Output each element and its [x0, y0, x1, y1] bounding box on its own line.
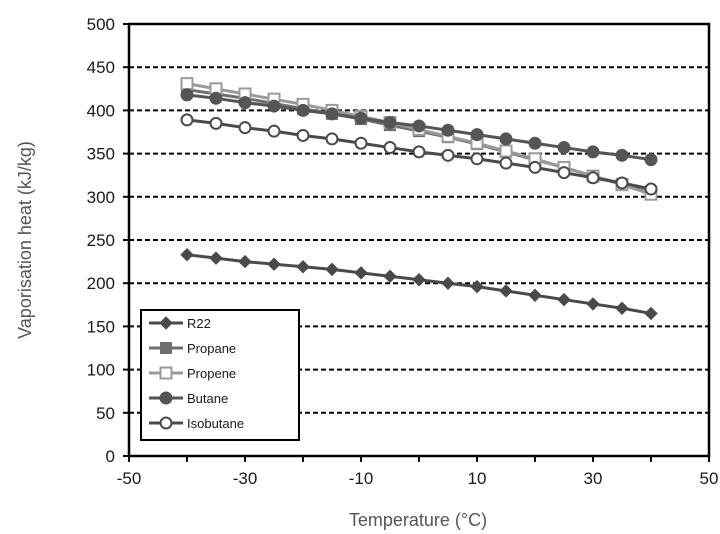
y-tick-label: 0 — [106, 447, 115, 466]
point-r22 — [296, 260, 310, 274]
point-butane — [209, 91, 223, 105]
legend-label: Propene — [187, 366, 236, 381]
point-butane — [528, 136, 542, 150]
point-r22 — [528, 288, 542, 303]
legend-item-isobutane: Isobutane — [149, 416, 244, 431]
x-tick-label: -30 — [233, 469, 258, 488]
point-isobutane — [644, 182, 658, 196]
point-r22 — [267, 257, 281, 271]
y-tick-label: 150 — [87, 317, 115, 336]
point-butane — [296, 103, 310, 117]
series-isobutane — [180, 113, 658, 196]
series-propene — [180, 77, 658, 201]
point-isobutane — [586, 171, 600, 185]
point-r22 — [586, 297, 600, 311]
legend-item-propane: Propane — [149, 341, 236, 356]
plot-frame — [123, 22, 711, 462]
y-tick-label: 350 — [87, 145, 115, 164]
point-r22 — [441, 276, 455, 290]
x-tick-label: -50 — [117, 469, 142, 488]
y-tick-label: 200 — [87, 274, 115, 293]
legend-item-butane: Butane — [149, 391, 228, 406]
legend-marker — [160, 342, 172, 354]
x-tick-label: 10 — [468, 469, 487, 488]
legend-label: Isobutane — [187, 416, 244, 431]
x-axis-label: Temperature (°C) — [349, 510, 487, 530]
point-isobutane — [470, 152, 484, 166]
point-r22 — [325, 262, 339, 277]
y-tick-label: 50 — [96, 404, 115, 423]
point-r22 — [238, 254, 252, 269]
y-tick-label: 500 — [87, 15, 115, 34]
point-isobutane — [209, 116, 223, 130]
point-isobutane — [354, 136, 368, 150]
point-butane — [644, 153, 658, 167]
legend-label: Butane — [187, 391, 228, 406]
point-isobutane — [296, 128, 310, 142]
x-tick-label: -10 — [349, 469, 374, 488]
legend-label: Propane — [187, 341, 236, 356]
point-propene — [499, 144, 513, 158]
legend-marker — [159, 391, 173, 405]
legend-marker — [159, 316, 173, 330]
legend-label: R22 — [187, 316, 211, 331]
y-tick-label: 300 — [87, 188, 115, 207]
point-isobutane — [180, 113, 194, 127]
y-tick-label: 400 — [87, 101, 115, 120]
point-isobutane — [383, 141, 397, 155]
x-tick-label: 30 — [584, 469, 603, 488]
point-butane — [180, 88, 194, 102]
legend-marker — [159, 366, 173, 380]
series-layer — [180, 77, 658, 321]
legend-item-r22: R22 — [149, 316, 211, 331]
point-r22 — [644, 306, 658, 321]
point-r22 — [209, 251, 223, 265]
point-r22 — [383, 269, 397, 283]
point-isobutane — [499, 156, 513, 170]
x-tick-label: 50 — [700, 469, 719, 488]
legend-marker — [159, 416, 173, 430]
point-butane — [383, 115, 397, 129]
point-isobutane — [441, 148, 455, 162]
series-propane — [181, 83, 657, 200]
point-isobutane — [267, 124, 281, 138]
y-tick-label: 250 — [87, 231, 115, 250]
y-axis-label: Vaporisation heat (kJ/kg) — [15, 141, 35, 339]
point-isobutane — [325, 132, 339, 146]
point-isobutane — [412, 145, 426, 159]
point-butane — [325, 107, 339, 121]
point-butane — [412, 119, 426, 133]
point-isobutane — [238, 121, 252, 135]
series-butane — [180, 88, 658, 167]
legend: R22 Propane Propene Butane Isobutane — [140, 309, 300, 441]
y-tick-label: 450 — [87, 58, 115, 77]
point-propene — [180, 77, 194, 91]
point-butane — [615, 148, 629, 162]
point-r22 — [354, 266, 368, 280]
point-butane — [441, 123, 455, 137]
point-isobutane — [557, 166, 571, 180]
point-butane — [557, 141, 571, 155]
point-r22 — [615, 301, 629, 315]
series-r22 — [180, 247, 658, 321]
tick-labels: 0 50 100 150 200 250 300 350 400 450 500 -50 -30 -10 1… — [87, 15, 719, 488]
point-isobutane — [528, 160, 542, 174]
point-butane — [470, 128, 484, 142]
point-r22 — [412, 273, 426, 287]
point-isobutane — [615, 176, 629, 190]
point-butane — [354, 111, 368, 125]
point-butane — [586, 145, 600, 159]
point-r22 — [499, 284, 513, 298]
point-r22 — [180, 247, 194, 262]
point-butane — [238, 96, 252, 110]
point-butane — [267, 99, 281, 113]
point-butane — [499, 132, 513, 146]
y-tick-label: 100 — [87, 361, 115, 380]
point-r22 — [557, 292, 571, 307]
point-r22 — [470, 279, 484, 294]
legend-item-propene: Propene — [149, 366, 236, 381]
